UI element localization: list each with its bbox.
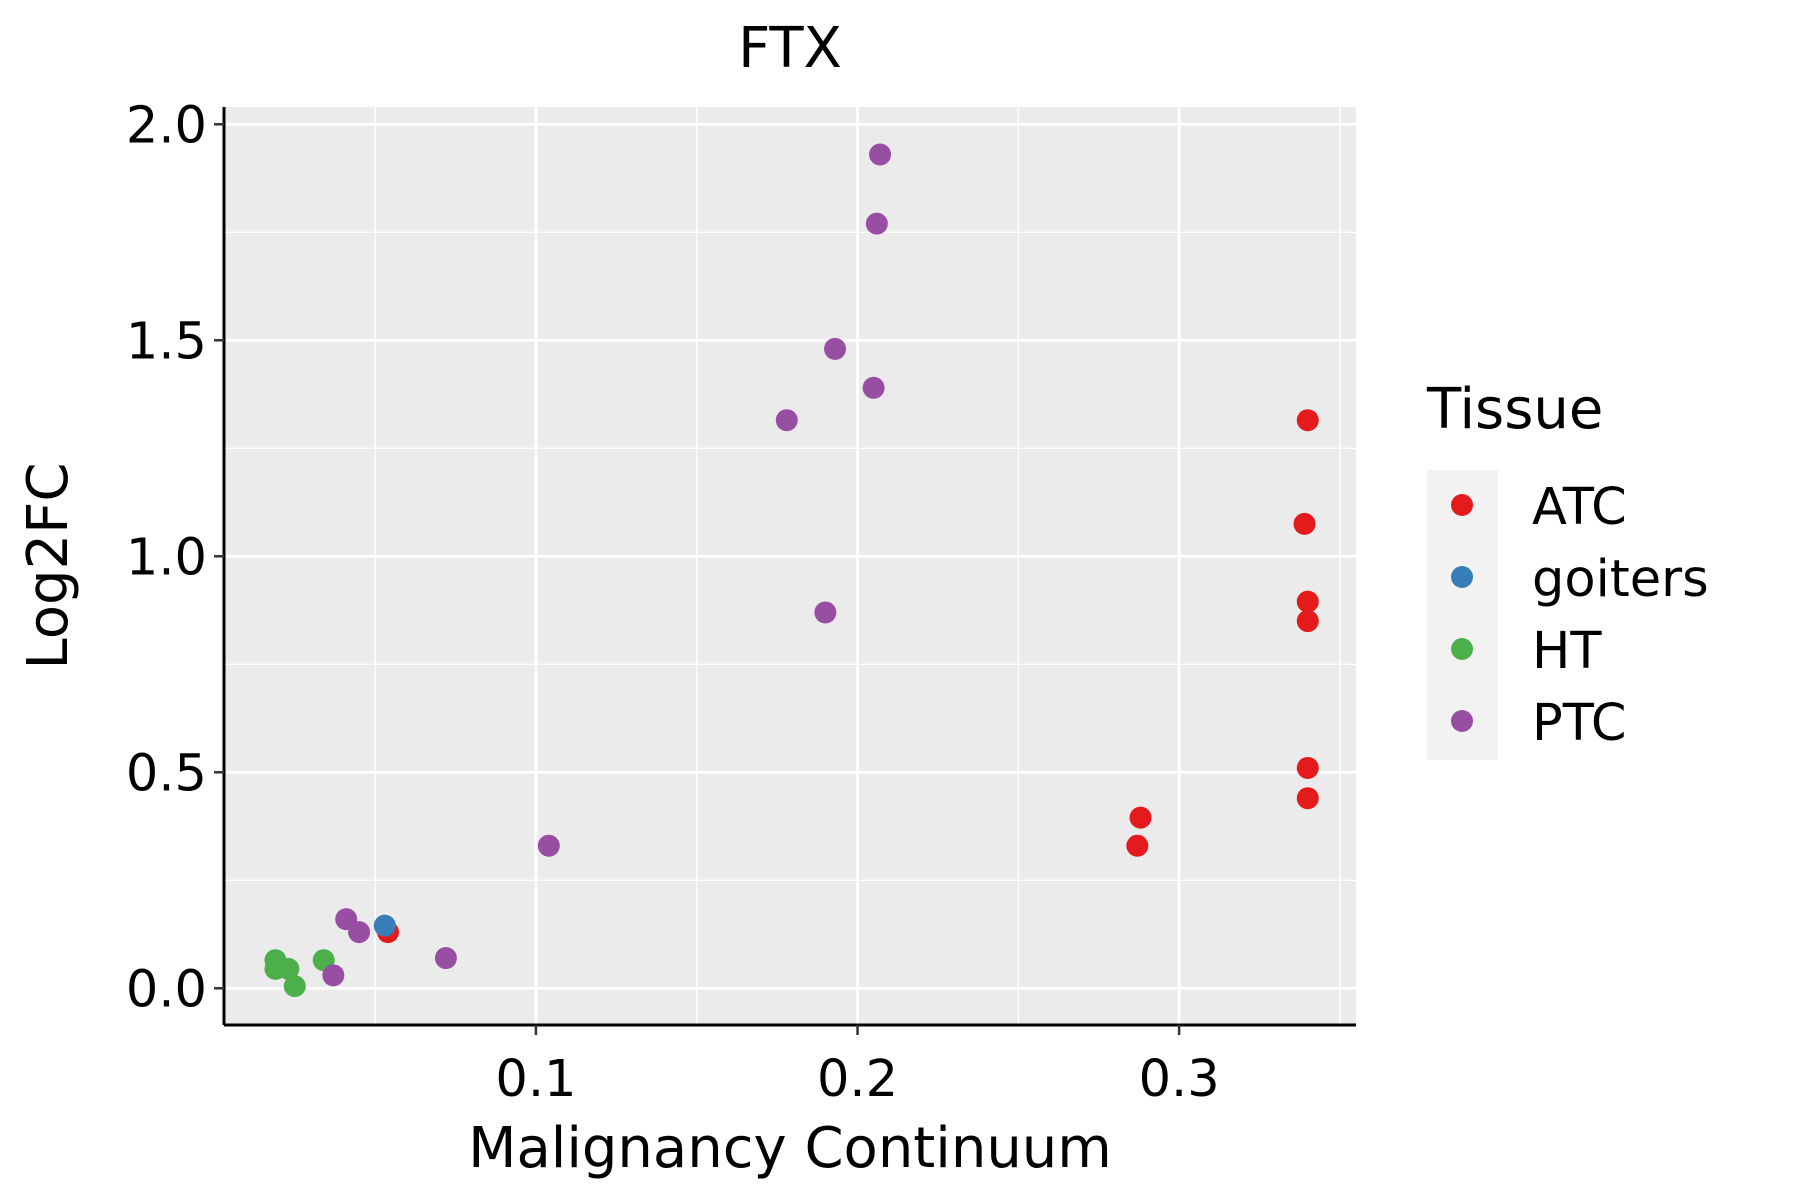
data-point-atc — [1126, 834, 1149, 857]
plot-panel — [224, 107, 1356, 1025]
data-point-ht — [277, 957, 300, 980]
data-point-atc — [1129, 806, 1152, 829]
data-point-atc — [1296, 756, 1319, 779]
x-axis-ticks: 0.1 0.2 0.3 — [495, 1025, 1220, 1109]
y-tick-label: 1.0 — [126, 528, 207, 587]
legend-label-ptc: PTC — [1532, 694, 1627, 753]
legend-key-ht — [1451, 638, 1473, 660]
legend-label-goiters: goiters — [1532, 550, 1709, 609]
y-tick-label: 0.0 — [126, 960, 207, 1019]
y-axis-ticks: 0.0 0.5 1.0 1.5 2.0 — [126, 96, 224, 1019]
data-point-ht — [283, 975, 306, 998]
x-axis-label: Malignancy Continuum — [468, 1116, 1112, 1181]
data-point-ptc — [824, 337, 847, 360]
data-point-ptc — [537, 834, 560, 857]
y-tick-label: 2.0 — [126, 96, 207, 155]
x-tick-label: 0.3 — [1139, 1050, 1220, 1109]
legend-key-ptc — [1451, 710, 1473, 732]
data-points — [264, 143, 1319, 998]
major-gridlines — [224, 107, 1356, 1025]
y-axis-label: Log2FC — [16, 463, 81, 670]
data-point-ptc — [862, 376, 885, 399]
x-tick-label: 0.2 — [817, 1050, 898, 1109]
legend-label-atc: ATC — [1532, 478, 1627, 537]
legend: Tissue ATC goiters HT PTC — [1426, 377, 1709, 760]
chart-title: FTX — [738, 16, 842, 81]
data-point-ptc — [348, 921, 371, 944]
legend-label-ht: HT — [1532, 622, 1602, 681]
data-point-ptc — [434, 947, 457, 970]
data-point-atc — [1296, 610, 1319, 633]
data-point-atc — [1296, 787, 1319, 810]
y-tick-label: 0.5 — [126, 744, 207, 803]
data-point-ptc — [322, 964, 345, 987]
legend-key-goiters — [1451, 566, 1473, 588]
data-point-ptc — [775, 409, 798, 432]
data-point-ptc — [869, 143, 892, 166]
data-point-atc — [1293, 512, 1316, 535]
legend-key-atc — [1451, 494, 1473, 516]
legend-title: Tissue — [1426, 377, 1603, 442]
data-point-ptc — [865, 212, 888, 235]
minor-gridlines — [224, 107, 1356, 1025]
x-tick-label: 0.1 — [495, 1050, 576, 1109]
data-point-goiters — [373, 914, 396, 937]
data-point-atc — [1296, 409, 1319, 432]
data-point-ptc — [814, 601, 837, 624]
data-point-atc — [1296, 590, 1319, 613]
y-tick-label: 1.5 — [126, 312, 207, 371]
